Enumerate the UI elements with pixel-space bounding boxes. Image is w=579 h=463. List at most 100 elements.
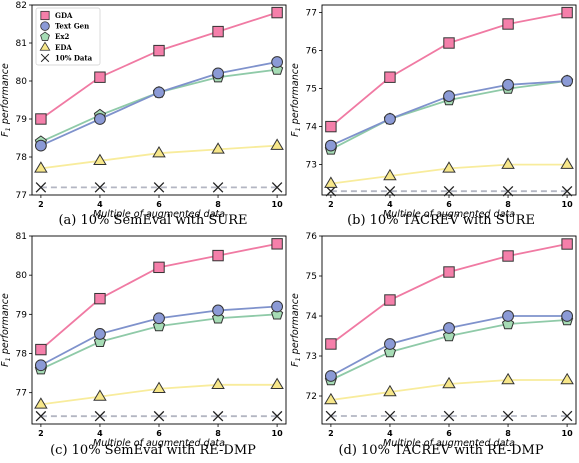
point-text-gen bbox=[384, 338, 396, 350]
point-gda bbox=[384, 71, 396, 83]
x-axis-label: Multiple of augmented data bbox=[383, 209, 515, 220]
legend-label-10pct-data: 10% Data bbox=[55, 53, 93, 62]
panel-caption: (c) 10% SemEval with RE-DMP bbox=[50, 443, 256, 458]
point-eda bbox=[93, 389, 107, 401]
x-axis-label: Multiple of augmented data bbox=[93, 209, 225, 220]
point-eda bbox=[152, 146, 166, 158]
point-text-gen bbox=[153, 312, 165, 325]
point-gda bbox=[35, 113, 47, 125]
y-axis-label: F1 performance bbox=[290, 293, 302, 367]
legend-marker-ex2 bbox=[40, 31, 50, 41]
point-gda bbox=[443, 266, 455, 278]
point-gda bbox=[212, 25, 224, 38]
panel-d: 72 73 74 75 76 2 4 6 8 10 Multiple of augmented da… bbox=[290, 232, 577, 458]
point-eda bbox=[270, 138, 284, 150]
point-eda bbox=[442, 161, 456, 173]
point-10pct-data bbox=[35, 182, 47, 193]
point-10pct-data bbox=[153, 410, 165, 422]
y-tick-label: 79 bbox=[16, 115, 28, 125]
legend-marker bbox=[40, 10, 50, 21]
point-10pct-data bbox=[561, 410, 573, 422]
point-10pct-data bbox=[212, 182, 224, 193]
legend-marker-gda bbox=[40, 10, 50, 21]
y-tick-label: 77 bbox=[16, 191, 27, 201]
x-tick-label: 8 bbox=[505, 200, 511, 209]
y-axis-label: F1 performance bbox=[0, 293, 12, 367]
point-10pct-data bbox=[94, 182, 106, 193]
x-tick-label: 6 bbox=[446, 429, 452, 438]
x-tick-label: 4 bbox=[97, 429, 103, 438]
panel-caption: (d) 10% TACREV with RE-DMP bbox=[338, 443, 543, 458]
x-axis-label: Multiple of augmented data bbox=[383, 438, 515, 449]
y-tick-label: 79 bbox=[16, 310, 28, 320]
legend-label-eda: EDA bbox=[55, 43, 72, 52]
point-10pct-data bbox=[271, 410, 283, 422]
panel-c: 77 78 79 80 81 2 4 6 8 10 Multiple of augmented da… bbox=[0, 232, 287, 458]
x-tick-label: 6 bbox=[446, 200, 452, 209]
point-text-gen bbox=[502, 78, 514, 91]
point-eda bbox=[501, 372, 515, 385]
point-text-gen bbox=[561, 310, 574, 322]
y-axis-label: F1 performance bbox=[0, 63, 12, 137]
y-tick-label: 81 bbox=[16, 232, 27, 242]
point-gda bbox=[271, 6, 283, 19]
x-tick-label: 8 bbox=[215, 200, 221, 209]
legend-marker-10pct-data bbox=[40, 53, 50, 63]
y-tick-label: 82 bbox=[16, 1, 27, 11]
y-tick-label: 73 bbox=[306, 161, 317, 171]
point-text-gen bbox=[271, 300, 284, 313]
point-10pct-data bbox=[325, 185, 337, 197]
legend-marker bbox=[39, 41, 51, 51]
point-gda bbox=[153, 44, 165, 57]
point-eda bbox=[560, 372, 574, 385]
point-text-gen bbox=[443, 90, 455, 103]
legend-marker bbox=[40, 53, 50, 63]
x-tick-label: 6 bbox=[156, 429, 162, 438]
y-axis-label: F1 performance bbox=[290, 63, 302, 137]
point-text-gen bbox=[212, 304, 224, 317]
point-10pct-data bbox=[212, 410, 224, 422]
point-10pct-data bbox=[94, 410, 106, 422]
point-gda bbox=[325, 338, 337, 350]
point-text-gen bbox=[561, 75, 574, 87]
point-10pct-data bbox=[561, 185, 573, 197]
point-gda bbox=[271, 238, 283, 250]
x-tick-label: 8 bbox=[215, 429, 221, 438]
point-gda bbox=[94, 292, 106, 305]
point-gda bbox=[35, 343, 47, 356]
point-gda bbox=[502, 18, 514, 30]
point-gda bbox=[561, 6, 573, 19]
point-10pct-data bbox=[502, 410, 514, 422]
point-text-gen bbox=[153, 86, 165, 99]
point-gda bbox=[94, 71, 106, 83]
x-tick-label: 4 bbox=[387, 429, 393, 438]
x-tick-label: 2 bbox=[38, 429, 44, 438]
point-gda bbox=[561, 238, 573, 250]
y-tick-label: 77 bbox=[16, 389, 27, 399]
point-eda bbox=[383, 384, 397, 397]
point-gda bbox=[384, 294, 396, 306]
point-eda bbox=[442, 376, 456, 389]
point-text-gen bbox=[384, 113, 396, 125]
y-tick-label: 75 bbox=[306, 85, 317, 95]
x-tick-label: 10 bbox=[272, 200, 284, 209]
panel-b: 73 74 75 76 77 2 4 6 8 10 Multiple of augmented da… bbox=[290, 4, 577, 228]
point-text-gen bbox=[94, 328, 106, 340]
x-tick-label: 4 bbox=[387, 200, 393, 209]
legend-marker-eda bbox=[39, 41, 51, 51]
x-axis-label: Multiple of augmented data bbox=[93, 438, 225, 449]
point-gda bbox=[153, 261, 165, 274]
x-tick-label: 10 bbox=[562, 429, 574, 438]
point-10pct-data bbox=[443, 185, 455, 197]
point-eda bbox=[270, 377, 284, 390]
point-text-gen bbox=[34, 139, 47, 152]
y-tick-label: 78 bbox=[16, 350, 28, 360]
point-10pct-data bbox=[35, 410, 47, 422]
point-eda bbox=[34, 161, 48, 173]
legend-marker bbox=[40, 21, 50, 31]
x-tick-label: 10 bbox=[272, 429, 284, 438]
legend-marker bbox=[40, 31, 50, 41]
point-text-gen bbox=[502, 310, 514, 322]
x-tick-label: 10 bbox=[562, 200, 574, 209]
y-tick-label: 73 bbox=[306, 352, 317, 362]
